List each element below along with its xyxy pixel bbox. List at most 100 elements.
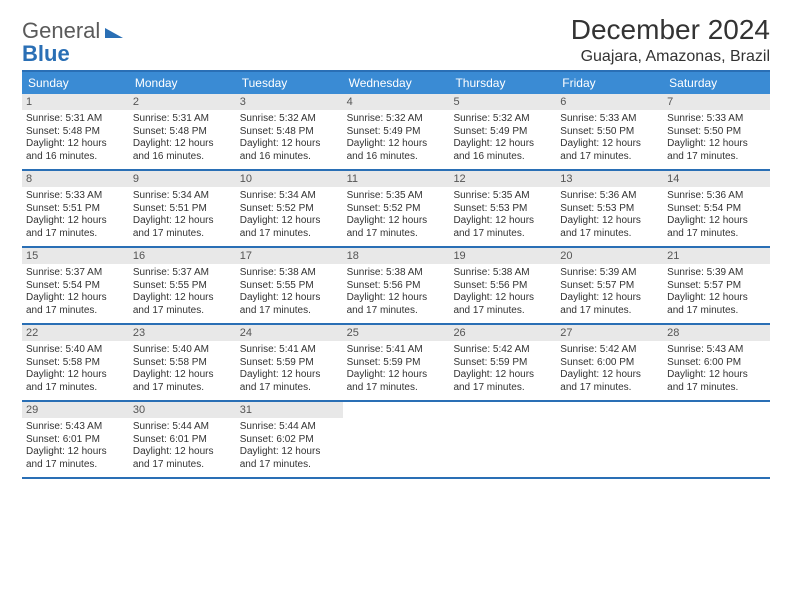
week-row: 15 Sunrise: 5:37 AMSunset: 5:54 PMDayligh… — [22, 248, 770, 325]
brand-logo: General Blue — [22, 14, 123, 66]
day-number: 27 — [556, 325, 663, 341]
day-cell: 16 Sunrise: 5:37 AMSunset: 5:55 PMDayligh… — [129, 248, 236, 323]
day-number: 11 — [343, 171, 450, 187]
day-number: 25 — [343, 325, 450, 341]
day-details: Sunrise: 5:33 AMSunset: 5:50 PMDaylight:… — [667, 113, 766, 163]
day-cell: 3 Sunrise: 5:32 AMSunset: 5:48 PMDaylight… — [236, 94, 343, 169]
day-details: Sunrise: 5:31 AMSunset: 5:48 PMDaylight:… — [133, 113, 232, 163]
day-number: 28 — [663, 325, 770, 341]
day-number: 18 — [343, 248, 450, 264]
day-number: 31 — [236, 402, 343, 418]
day-details: Sunrise: 5:38 AMSunset: 5:56 PMDaylight:… — [453, 267, 552, 317]
day-number: 22 — [22, 325, 129, 341]
day-cell: 30 Sunrise: 5:44 AMSunset: 6:01 PMDayligh… — [129, 402, 236, 477]
day-details: Sunrise: 5:40 AMSunset: 5:58 PMDaylight:… — [133, 344, 232, 394]
day-cell: 27Sunrise: 5:42 AMSunset: 6:00 PMDayligh… — [556, 325, 663, 400]
day-cell: 8 Sunrise: 5:33 AMSunset: 5:51 PMDaylight… — [22, 171, 129, 246]
day-details: Sunrise: 5:38 AMSunset: 5:56 PMDaylight:… — [347, 267, 446, 317]
day-cell: 14Sunrise: 5:36 AMSunset: 5:54 PMDayligh… — [663, 171, 770, 246]
day-cell: 24 Sunrise: 5:41 AMSunset: 5:59 PMDayligh… — [236, 325, 343, 400]
day-details: Sunrise: 5:43 AMSunset: 6:01 PMDaylight:… — [26, 421, 125, 471]
day-header: Sunday — [22, 72, 129, 94]
day-details: Sunrise: 5:41 AMSunset: 5:59 PMDaylight:… — [347, 344, 446, 394]
day-cell — [663, 402, 770, 477]
day-header: Tuesday — [236, 72, 343, 94]
day-details: Sunrise: 5:32 AMSunset: 5:49 PMDaylight:… — [347, 113, 446, 163]
day-cell: 28Sunrise: 5:43 AMSunset: 6:00 PMDayligh… — [663, 325, 770, 400]
day-details: Sunrise: 5:37 AMSunset: 5:55 PMDaylight:… — [133, 267, 232, 317]
day-cell: 20Sunrise: 5:39 AMSunset: 5:57 PMDayligh… — [556, 248, 663, 323]
day-details: Sunrise: 5:39 AMSunset: 5:57 PMDaylight:… — [560, 267, 659, 317]
day-details: Sunrise: 5:32 AMSunset: 5:48 PMDaylight:… — [240, 113, 339, 163]
month-title: December 2024 — [571, 14, 770, 46]
brand-word-2: Blue — [22, 41, 70, 66]
day-header: Friday — [556, 72, 663, 94]
day-cell: 11 Sunrise: 5:35 AMSunset: 5:52 PMDayligh… — [343, 171, 450, 246]
day-cell: 31 Sunrise: 5:44 AMSunset: 6:02 PMDayligh… — [236, 402, 343, 477]
day-cell: 17 Sunrise: 5:38 AMSunset: 5:55 PMDayligh… — [236, 248, 343, 323]
day-number: 4 — [343, 94, 450, 110]
day-cell: 6 Sunrise: 5:33 AMSunset: 5:50 PMDaylight… — [556, 94, 663, 169]
day-cell: 29 Sunrise: 5:43 AMSunset: 6:01 PMDayligh… — [22, 402, 129, 477]
day-details: Sunrise: 5:33 AMSunset: 5:50 PMDaylight:… — [560, 113, 659, 163]
day-number: 2 — [129, 94, 236, 110]
day-details: Sunrise: 5:39 AMSunset: 5:57 PMDaylight:… — [667, 267, 766, 317]
day-number: 24 — [236, 325, 343, 341]
day-number: 10 — [236, 171, 343, 187]
day-cell: 10Sunrise: 5:34 AMSunset: 5:52 PMDayligh… — [236, 171, 343, 246]
day-details: Sunrise: 5:37 AMSunset: 5:54 PMDaylight:… — [26, 267, 125, 317]
week-row: 22Sunrise: 5:40 AMSunset: 5:58 PMDayligh… — [22, 325, 770, 402]
week-row: 29 Sunrise: 5:43 AMSunset: 6:01 PMDayligh… — [22, 402, 770, 479]
day-cell: 2 Sunrise: 5:31 AMSunset: 5:48 PMDaylight… — [129, 94, 236, 169]
day-cell: 5 Sunrise: 5:32 AMSunset: 5:49 PMDaylight… — [449, 94, 556, 169]
day-number: 3 — [236, 94, 343, 110]
day-cell: 21 Sunrise: 5:39 AMSunset: 5:57 PMDayligh… — [663, 248, 770, 323]
title-block: December 2024 Guajara, Amazonas, Brazil — [571, 14, 770, 66]
day-number: 5 — [449, 94, 556, 110]
day-details: Sunrise: 5:44 AMSunset: 6:02 PMDaylight:… — [240, 421, 339, 471]
day-cell: 18 Sunrise: 5:38 AMSunset: 5:56 PMDayligh… — [343, 248, 450, 323]
calendar-grid: SundayMondayTuesdayWednesdayThursdayFrid… — [22, 70, 770, 479]
day-details: Sunrise: 5:36 AMSunset: 5:54 PMDaylight:… — [667, 190, 766, 240]
day-cell: 15 Sunrise: 5:37 AMSunset: 5:54 PMDayligh… — [22, 248, 129, 323]
day-number: 19 — [449, 248, 556, 264]
day-number: 29 — [22, 402, 129, 418]
week-row: 1Sunrise: 5:31 AMSunset: 5:48 PMDaylight… — [22, 94, 770, 171]
day-details: Sunrise: 5:38 AMSunset: 5:55 PMDaylight:… — [240, 267, 339, 317]
day-cell: 4 Sunrise: 5:32 AMSunset: 5:49 PMDaylight… — [343, 94, 450, 169]
day-number: 12 — [449, 171, 556, 187]
day-details: Sunrise: 5:36 AMSunset: 5:53 PMDaylight:… — [560, 190, 659, 240]
day-number: 30 — [129, 402, 236, 418]
day-cell — [343, 402, 450, 477]
day-number: 9 — [129, 171, 236, 187]
day-cell: 23Sunrise: 5:40 AMSunset: 5:58 PMDayligh… — [129, 325, 236, 400]
week-row: 8 Sunrise: 5:33 AMSunset: 5:51 PMDaylight… — [22, 171, 770, 248]
day-number: 1 — [22, 94, 129, 110]
day-cell: 26Sunrise: 5:42 AMSunset: 5:59 PMDayligh… — [449, 325, 556, 400]
day-cell: 1Sunrise: 5:31 AMSunset: 5:48 PMDaylight… — [22, 94, 129, 169]
day-cell: 19 Sunrise: 5:38 AMSunset: 5:56 PMDayligh… — [449, 248, 556, 323]
day-number: 17 — [236, 248, 343, 264]
day-number: 16 — [129, 248, 236, 264]
day-details: Sunrise: 5:33 AMSunset: 5:51 PMDaylight:… — [26, 190, 125, 240]
day-number: 15 — [22, 248, 129, 264]
day-cell: 7 Sunrise: 5:33 AMSunset: 5:50 PMDaylight… — [663, 94, 770, 169]
day-header: Monday — [129, 72, 236, 94]
day-number: 26 — [449, 325, 556, 341]
day-details: Sunrise: 5:34 AMSunset: 5:51 PMDaylight:… — [133, 190, 232, 240]
day-details: Sunrise: 5:44 AMSunset: 6:01 PMDaylight:… — [133, 421, 232, 471]
day-number: 8 — [22, 171, 129, 187]
day-header-row: SundayMondayTuesdayWednesdayThursdayFrid… — [22, 72, 770, 94]
brand-word-1: General — [22, 18, 100, 43]
day-number: 7 — [663, 94, 770, 110]
day-details: Sunrise: 5:32 AMSunset: 5:49 PMDaylight:… — [453, 113, 552, 163]
day-details: Sunrise: 5:40 AMSunset: 5:58 PMDaylight:… — [26, 344, 125, 394]
day-cell: 25 Sunrise: 5:41 AMSunset: 5:59 PMDayligh… — [343, 325, 450, 400]
day-details: Sunrise: 5:35 AMSunset: 5:52 PMDaylight:… — [347, 190, 446, 240]
day-number: 21 — [663, 248, 770, 264]
location-subtitle: Guajara, Amazonas, Brazil — [571, 48, 770, 66]
day-details: Sunrise: 5:41 AMSunset: 5:59 PMDaylight:… — [240, 344, 339, 394]
day-number: 6 — [556, 94, 663, 110]
day-cell: 22 Sunrise: 5:40 AMSunset: 5:58 PMDayligh… — [22, 325, 129, 400]
day-number: 13 — [556, 171, 663, 187]
